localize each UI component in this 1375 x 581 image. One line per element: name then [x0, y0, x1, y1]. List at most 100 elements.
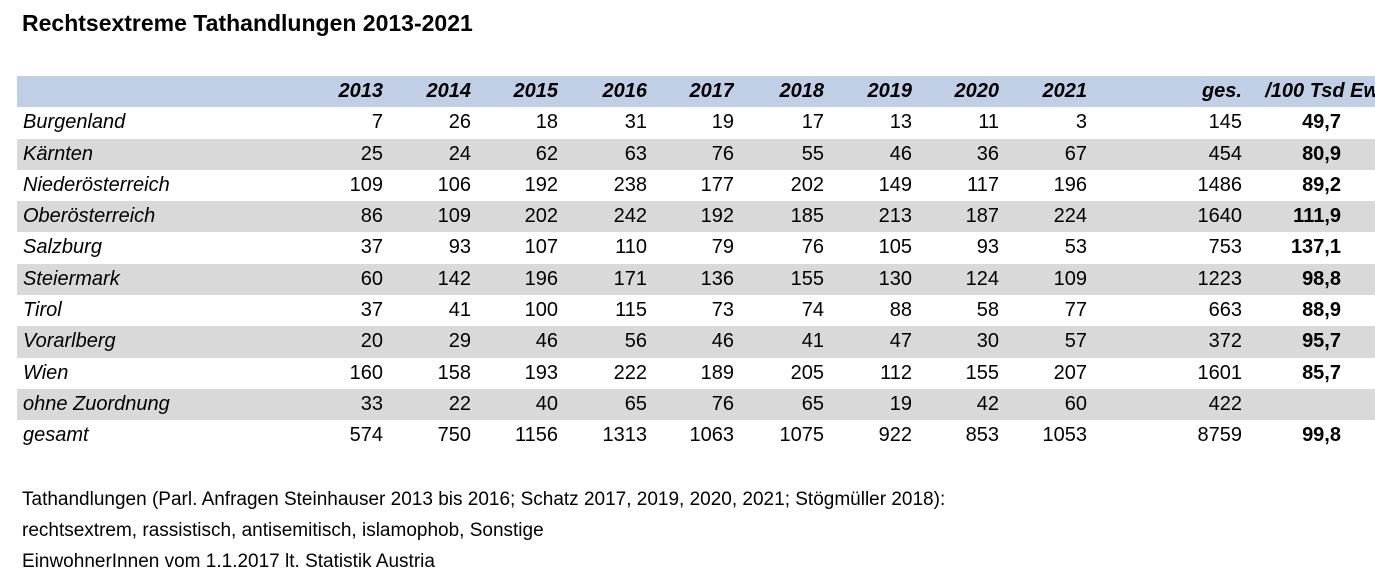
region-cell: Kärnten — [23, 142, 94, 165]
column-header: 2016 — [602, 80, 648, 102]
value-cell: 192 — [524, 173, 558, 196]
value-cell: 19 — [711, 111, 734, 134]
value-cell: 922 — [878, 424, 912, 447]
region-cell: Tirol — [23, 299, 62, 322]
value-cell: 109 — [1053, 267, 1087, 290]
header-region-cell — [17, 76, 307, 107]
value-cell: 155 — [965, 361, 999, 384]
value-cell: 42 — [976, 392, 999, 415]
value-cell: 213 — [878, 205, 912, 228]
value-cell: 171 — [613, 267, 647, 290]
column-header: 2019 — [867, 80, 913, 102]
value-cell: 107 — [524, 236, 558, 259]
value-cell: 1063 — [689, 424, 735, 447]
value-cell: 37 — [360, 299, 383, 322]
value-cell: 149 — [878, 173, 912, 196]
page-title: Rechtsextreme Tathandlungen 2013-2021 — [22, 10, 473, 36]
total-cell: 1601 — [1197, 361, 1243, 384]
value-cell: 56 — [624, 330, 647, 353]
column-header: 2018 — [779, 80, 825, 102]
total-cell: 145 — [1208, 111, 1242, 134]
value-cell: 65 — [801, 392, 824, 415]
value-cell: 93 — [448, 236, 471, 259]
rate-cell: 85,7 — [1302, 361, 1341, 384]
region-cell: gesamt — [23, 424, 89, 447]
rate-cell: 89,2 — [1302, 173, 1341, 196]
value-cell: 202 — [524, 205, 558, 228]
value-cell: 1053 — [1042, 424, 1088, 447]
column-header-rate: /100 Tsd Ew — [1265, 80, 1375, 102]
value-cell: 177 — [700, 173, 734, 196]
value-cell: 79 — [711, 236, 734, 259]
region-cell: Burgenland — [23, 111, 126, 134]
value-cell: 93 — [976, 236, 999, 259]
header-row: 2013 2014 2015 2016 2017 2018 2019 2020 … — [17, 76, 1375, 108]
value-cell: 67 — [1064, 142, 1087, 165]
region-cell: Oberösterreich — [23, 205, 156, 228]
region-cell: Wien — [23, 361, 69, 384]
value-cell: 242 — [613, 205, 647, 228]
table-row: Tirol 37 41 100 115 73 74 88 58 77 663 88,9 — [17, 295, 1375, 326]
value-cell: 193 — [524, 361, 558, 384]
value-cell: 40 — [535, 392, 558, 415]
value-cell: 31 — [624, 111, 647, 134]
region-cell: Vorarlberg — [23, 330, 116, 353]
column-header: 2021 — [1042, 80, 1088, 102]
total-cell: 422 — [1208, 392, 1242, 415]
value-cell: 76 — [801, 236, 824, 259]
value-cell: 160 — [349, 361, 383, 384]
region-cell: ohne Zuordnung — [23, 392, 170, 415]
value-cell: 26 — [448, 111, 471, 134]
table-body: Burgenland 7 26 18 31 19 17 13 11 3 145 49,7 Kärnten… — [17, 107, 1375, 451]
value-cell: 88 — [889, 299, 912, 322]
value-cell: 13 — [889, 111, 912, 134]
column-header: 2020 — [954, 80, 1000, 102]
value-cell: 53 — [1064, 236, 1087, 259]
value-cell: 37 — [360, 236, 383, 259]
value-cell: 73 — [711, 299, 734, 322]
column-header: 2015 — [513, 80, 559, 102]
value-cell: 222 — [613, 361, 647, 384]
total-cell: 372 — [1208, 330, 1242, 353]
value-cell: 574 — [349, 424, 383, 447]
value-cell: 46 — [889, 142, 912, 165]
value-cell: 24 — [448, 142, 471, 165]
note-line: EinwohnerInnen vom 1.1.2017 lt. Statisti… — [22, 551, 435, 572]
value-cell: 109 — [349, 173, 383, 196]
value-cell: 196 — [1053, 173, 1087, 196]
value-cell: 60 — [1064, 392, 1087, 415]
value-cell: 76 — [711, 142, 734, 165]
value-cell: 750 — [437, 424, 471, 447]
value-cell: 224 — [1053, 205, 1087, 228]
total-cell: 753 — [1208, 236, 1242, 259]
value-cell: 41 — [448, 299, 471, 322]
value-cell: 30 — [976, 330, 999, 353]
value-cell: 110 — [615, 236, 647, 259]
column-header: 2013 — [338, 80, 384, 102]
total-cell: 663 — [1208, 299, 1242, 322]
table-row: Salzburg 37 93 107 110 79 76 105 93 53 753 137,1 — [17, 232, 1375, 263]
value-cell: 77 — [1064, 299, 1087, 322]
value-cell: 205 — [790, 361, 824, 384]
value-cell: 7 — [371, 111, 383, 134]
value-cell: 124 — [965, 267, 999, 290]
table-row: Steiermark 60 142 196 171 136 155 130 124 109 1223… — [17, 263, 1375, 296]
rate-cell: 95,7 — [1302, 330, 1341, 353]
rate-cell: 80,9 — [1302, 142, 1341, 165]
value-cell: 55 — [801, 142, 824, 165]
value-cell: 202 — [790, 173, 824, 196]
value-cell: 136 — [700, 267, 734, 290]
value-cell: 155 — [790, 267, 824, 290]
value-cell: 46 — [535, 330, 558, 353]
total-cell: 1223 — [1197, 267, 1243, 290]
value-cell: 65 — [624, 392, 647, 415]
column-header-total: ges. — [1201, 80, 1242, 102]
column-header: 2017 — [689, 80, 735, 102]
column-header: 2014 — [426, 80, 472, 102]
value-cell: 33 — [360, 392, 383, 415]
value-cell: 109 — [437, 205, 471, 228]
table-row: Niederösterreich 109 106 192 238 177 202 149 117… — [17, 170, 1375, 201]
value-cell: 36 — [976, 142, 999, 165]
value-cell: 130 — [878, 267, 912, 290]
value-cell: 3 — [1075, 111, 1087, 134]
